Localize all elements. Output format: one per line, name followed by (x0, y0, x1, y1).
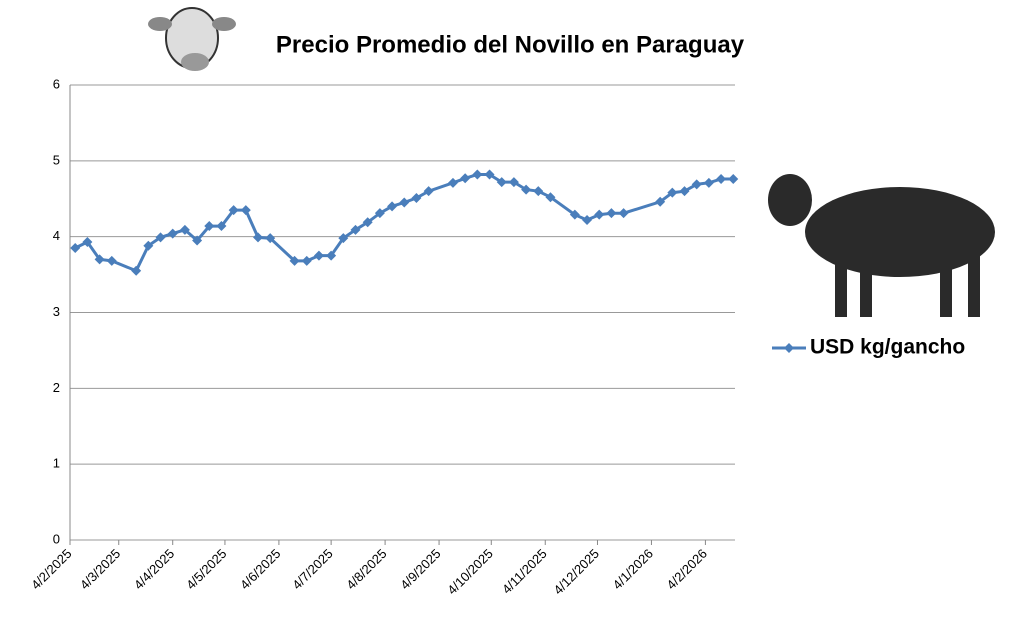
y-tick-label: 4 (53, 228, 60, 243)
point-marker (82, 236, 93, 247)
point-marker (399, 197, 410, 208)
point-marker (691, 179, 702, 190)
x-tick-label: 4/2/2026 (664, 546, 710, 592)
point-marker (374, 208, 385, 219)
x-tick-label: 4/8/2025 (343, 546, 389, 592)
series-line (74, 173, 734, 273)
y-tick-label: 6 (53, 76, 60, 91)
x-tick-label: 4/7/2025 (289, 546, 335, 592)
point-marker (143, 240, 154, 251)
x-tick-label: 4/2/2025 (28, 546, 74, 592)
point-marker (70, 243, 81, 254)
point-marker (204, 221, 215, 232)
x-tick-label: 4/12/2025 (551, 546, 603, 598)
x-tick-label: 4/6/2025 (237, 546, 283, 592)
y-tick-label: 0 (53, 531, 60, 546)
point-marker (447, 177, 458, 188)
point-marker (192, 235, 203, 246)
x-tick-label: 4/1/2026 (610, 546, 656, 592)
point-marker (423, 186, 434, 197)
point-marker (240, 205, 251, 216)
point-marker (472, 169, 483, 180)
point-marker (131, 265, 142, 276)
point-marker (362, 217, 373, 228)
point-marker (411, 192, 422, 203)
legend-label: USD kg/gancho (810, 336, 965, 359)
point-marker (265, 233, 276, 244)
point-marker (326, 250, 337, 261)
cow-head-icon (148, 7, 236, 71)
point-marker (313, 250, 324, 261)
y-tick-label: 2 (53, 380, 60, 395)
point-marker (594, 209, 605, 220)
x-tick-label: 4/11/2025 (499, 546, 550, 597)
point-marker (179, 224, 190, 235)
point-marker (545, 192, 556, 203)
x-tick-label: 4/9/2025 (397, 546, 443, 592)
bull-icon (768, 174, 995, 317)
x-tick-label: 4/3/2025 (77, 546, 123, 592)
point-marker (728, 174, 739, 185)
point-marker (679, 186, 690, 197)
point-marker (569, 209, 580, 220)
point-marker (167, 228, 178, 239)
point-marker (496, 177, 507, 188)
point-marker (350, 224, 361, 235)
chart-title: Precio Promedio del Novillo en Paraguay (276, 31, 745, 58)
point-marker (582, 214, 593, 225)
point-marker (460, 173, 471, 184)
point-marker (484, 169, 495, 180)
point-marker (228, 205, 239, 216)
point-marker (338, 233, 349, 244)
point-marker (155, 232, 166, 243)
point-marker (253, 232, 264, 243)
point-marker (216, 221, 227, 232)
point-marker (387, 201, 398, 212)
point-marker (703, 177, 714, 188)
point-marker (289, 255, 300, 266)
x-tick-label: 4/4/2025 (131, 546, 177, 592)
point-marker (94, 254, 105, 265)
point-marker (667, 187, 678, 198)
y-tick-label: 1 (53, 456, 60, 471)
point-marker (716, 174, 727, 185)
point-marker (655, 196, 666, 207)
point-marker (618, 208, 629, 219)
point-marker (521, 184, 532, 195)
y-tick-label: 5 (53, 152, 60, 167)
y-tick-label: 3 (53, 304, 60, 319)
point-marker (301, 255, 312, 266)
legend-marker (784, 343, 794, 353)
point-marker (508, 177, 519, 188)
point-marker (106, 255, 117, 266)
x-tick-label: 4/5/2025 (183, 546, 229, 592)
x-tick-label: 4/10/2025 (444, 546, 496, 598)
point-marker (606, 208, 617, 219)
point-marker (533, 186, 544, 197)
